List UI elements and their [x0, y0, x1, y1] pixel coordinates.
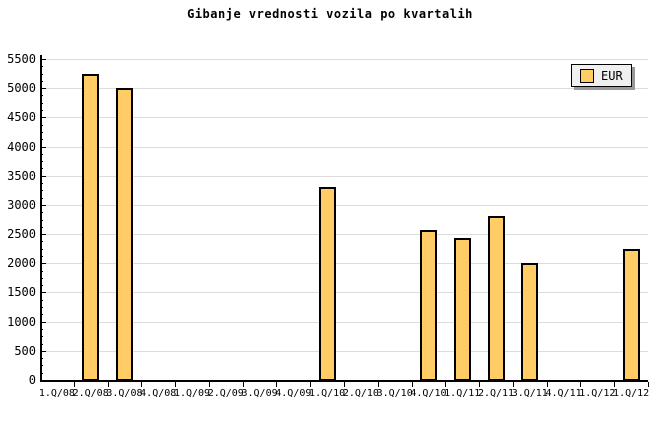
x-axis-tick [310, 382, 312, 387]
x-axis-tick-label: 2.Q/08 [72, 388, 109, 399]
x-axis-tick-label: 3.Q/09 [241, 388, 278, 399]
y-axis-tick-label: 2500 [7, 227, 36, 242]
x-axis-tick-label: 4.Q/11 [545, 388, 582, 399]
y-axis-tick-label: 4500 [7, 110, 36, 125]
x-axis-tick-label: 2.Q/09 [207, 388, 244, 399]
y-axis-major-tick [40, 321, 46, 323]
x-axis-tick-label: 1.Q/12 [613, 388, 650, 399]
y-axis-tick-label: 3500 [7, 168, 36, 183]
y-axis-major-tick [40, 175, 46, 177]
x-axis-tick [580, 382, 582, 387]
bar-3-q-08 [115, 88, 133, 381]
y-axis-tick-label: 500 [14, 343, 36, 358]
x-axis-tick [445, 382, 447, 387]
x-axis-tick-label: 3.Q/11 [511, 388, 548, 399]
y-gridline [40, 292, 648, 294]
x-axis-tick [614, 382, 616, 387]
y-axis-tick-label: 5000 [7, 81, 36, 96]
y-axis-major-tick [40, 292, 46, 294]
x-axis-tick [107, 382, 109, 387]
bar-4-q-10 [419, 230, 437, 381]
y-axis-tick-label: 4000 [7, 139, 36, 154]
y-axis-major-tick [40, 263, 46, 265]
y-axis-major-tick [40, 146, 46, 148]
x-axis-tick [411, 382, 413, 387]
y-gridline [40, 117, 648, 119]
x-axis-tick-label: 4.Q/08 [140, 388, 177, 399]
x-axis-tick-label: 4.Q/10 [410, 388, 447, 399]
y-axis-major-tick [40, 59, 46, 60]
x-axis-tick [479, 382, 481, 387]
x-axis-tick [73, 382, 75, 387]
x-axis-tick-label: 1.Q/10 [309, 388, 346, 399]
y-axis-line [40, 55, 42, 382]
legend-label: EUR [601, 68, 623, 83]
bar-2-q-11 [487, 215, 505, 381]
x-axis-line [40, 380, 648, 382]
y-axis-major-tick [40, 117, 46, 119]
bar-1-q-12 [622, 248, 640, 381]
legend-swatch-eur [580, 68, 594, 83]
x-axis-tick [344, 382, 345, 387]
y-axis-tick-label: 0 [28, 373, 36, 387]
y-axis-tick-label: 5500 [7, 52, 36, 66]
x-axis-tick-label: 1.Q/12 [579, 388, 616, 399]
y-gridline [40, 321, 648, 323]
x-axis-tick [512, 382, 514, 387]
x-axis-tick [208, 382, 210, 387]
y-gridline [40, 350, 648, 352]
y-axis-tick-label: 1500 [7, 285, 36, 300]
y-gridline [40, 146, 648, 148]
y-gridline [40, 88, 648, 90]
y-gridline [40, 204, 648, 206]
x-axis-tick-label: 2.Q/11 [477, 388, 515, 399]
x-axis-tick [175, 382, 177, 387]
y-axis-tick-label: 1000 [7, 314, 36, 329]
x-axis-tick [377, 382, 379, 387]
bar-1-q-11 [453, 238, 471, 381]
chart-title: Gibanje vrednosti vozila po kvartalih [187, 7, 473, 21]
y-axis-major-tick [40, 234, 46, 236]
x-axis-tick [276, 382, 278, 387]
y-gridline [40, 263, 648, 265]
x-axis-tick-label: 2.Q/10 [342, 388, 379, 399]
y-gridline [40, 175, 648, 177]
x-axis-tick-label: 1.Q/11 [444, 388, 481, 399]
bar-3-q-11 [521, 263, 539, 381]
x-axis-tick [546, 382, 548, 387]
x-axis-tick [242, 382, 244, 387]
x-axis-tick [141, 382, 143, 387]
x-axis-tick-label: 1.Q/09 [173, 388, 211, 399]
x-axis-tick-label: 1.Q/08 [38, 388, 75, 399]
y-axis-major-tick [40, 204, 46, 206]
x-axis-tick-label: 3.Q/10 [376, 388, 413, 399]
y-axis-major-tick [40, 350, 46, 352]
y-axis-tick-label: 2000 [7, 256, 36, 271]
y-gridline [40, 59, 648, 60]
legend: EUR [571, 64, 632, 87]
bar-2-q-08 [82, 73, 100, 381]
x-axis-tick [648, 382, 649, 387]
y-gridline [40, 234, 648, 236]
y-axis-tick-label: 3000 [7, 197, 36, 212]
x-axis-tick-label: 4.Q/09 [275, 388, 312, 399]
y-axis-major-tick [40, 88, 46, 90]
x-axis-tick-label: 3.Q/08 [106, 388, 143, 399]
bar-1-q-10 [318, 187, 336, 381]
